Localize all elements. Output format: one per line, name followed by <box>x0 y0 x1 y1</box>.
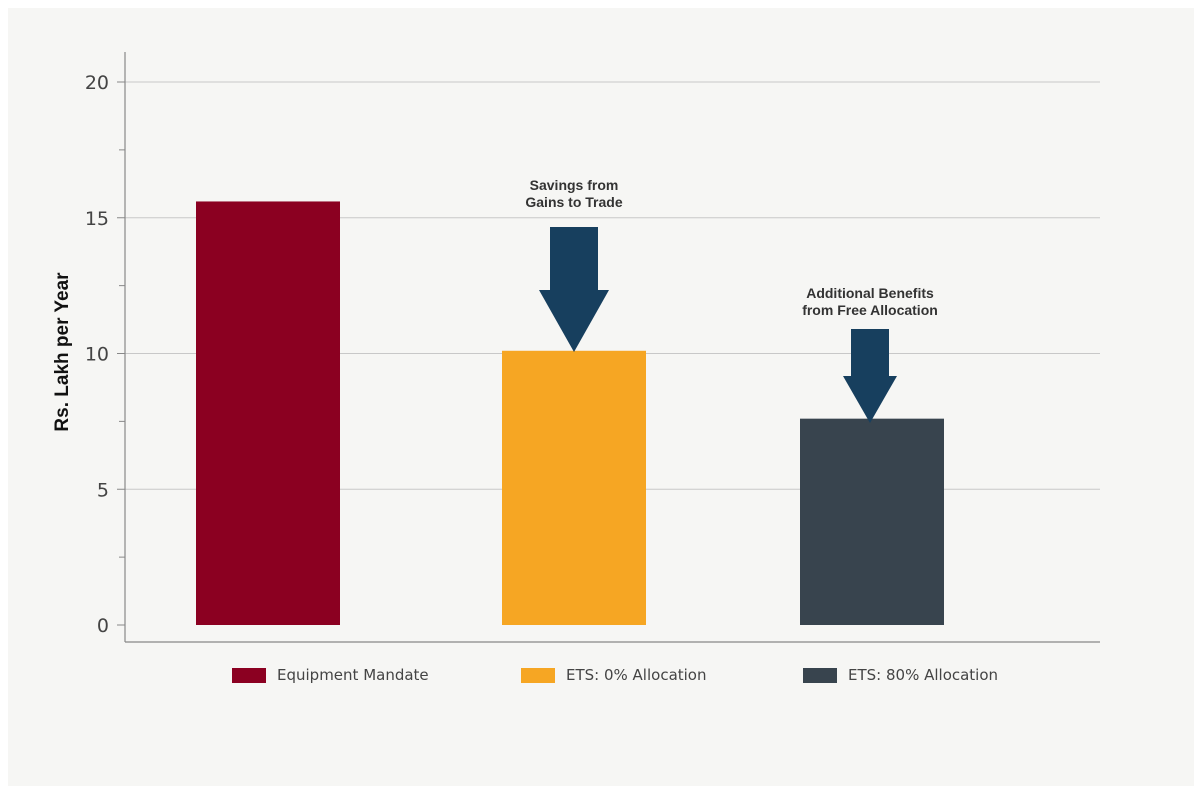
legend-label: ETS: 0% Allocation <box>566 666 707 684</box>
legend: Equipment Mandate ETS: 0% Allocation ETS: … <box>0 664 1194 688</box>
y-tick-label: 5 <box>97 479 109 501</box>
y-tick-label: 10 <box>85 344 109 366</box>
annotation-text: from Free Allocation <box>802 302 938 318</box>
down-arrow-icon <box>843 329 897 423</box>
down-arrow-icon <box>539 227 609 352</box>
legend-item: ETS: 0% Allocation <box>521 664 707 686</box>
annotation-text: Gains to Trade <box>525 194 622 210</box>
legend-item: Equipment Mandate <box>232 664 429 686</box>
bar-3 <box>800 418 944 625</box>
bar-2 <box>502 350 646 625</box>
legend-swatch <box>803 667 837 683</box>
annotation-text: Savings from <box>530 177 619 193</box>
legend-swatch <box>521 667 555 683</box>
y-tick-label: 15 <box>85 208 109 230</box>
legend-swatch <box>232 667 266 683</box>
bar-1 <box>196 201 340 625</box>
y-tick-label: 0 <box>97 615 109 637</box>
legend-label: ETS: 80% Allocation <box>848 666 999 684</box>
legend-item: ETS: 80% Allocation <box>803 664 998 686</box>
y-tick-label: 20 <box>85 72 109 94</box>
legend-label: Equipment Mandate <box>277 666 429 684</box>
annotation-text: Additional Benefits <box>806 285 934 301</box>
y-axis-label: Rs. Lakh per Year <box>52 272 73 432</box>
